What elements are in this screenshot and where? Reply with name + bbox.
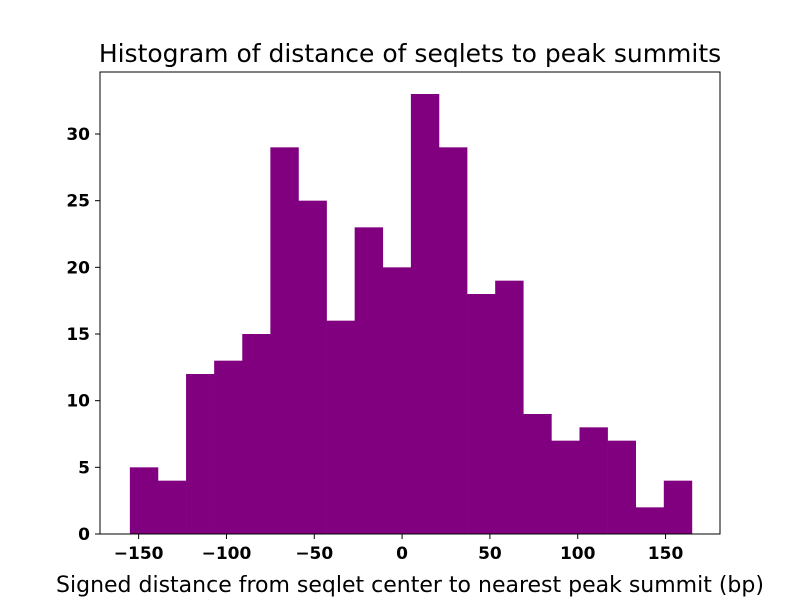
histogram-bar <box>663 480 693 534</box>
x-tick-label: 150 <box>648 544 684 564</box>
histogram-bar <box>326 320 355 534</box>
histogram-bar <box>382 267 412 534</box>
y-tick-label: 30 <box>66 125 90 145</box>
histogram-bar <box>214 360 243 534</box>
histogram-bar <box>410 94 440 534</box>
histogram-bar <box>635 507 665 534</box>
histogram-bar <box>523 414 552 534</box>
histogram-bar <box>354 227 384 534</box>
histogram-bar <box>607 440 636 534</box>
y-axis: 0 5 10 15 20 25 30 <box>66 125 100 545</box>
y-tick-label: 0 <box>78 525 90 545</box>
y-tick-label: 10 <box>66 392 90 412</box>
plot-frame <box>99 71 721 535</box>
x-tick-label: 50 <box>478 544 502 564</box>
y-tick-label: 20 <box>66 258 90 278</box>
histogram-bar <box>579 427 608 534</box>
histogram-bar <box>438 147 468 534</box>
y-tick-label: 25 <box>66 192 90 212</box>
histogram-bar <box>270 147 299 534</box>
x-tick-label: −150 <box>114 544 164 564</box>
x-axis: −150 −100 −50 0 50 100 150 <box>114 534 684 564</box>
x-tick-label: −50 <box>295 544 333 564</box>
histogram-bar <box>186 374 215 534</box>
x-tick-label: 100 <box>560 544 596 564</box>
chart-title: Histogram of distance of seqlets to peak… <box>99 39 721 68</box>
x-axis-label: Signed distance from seqlet center to ne… <box>56 573 764 598</box>
histogram-bar <box>551 440 580 534</box>
histogram-bar <box>157 480 187 534</box>
bars-group <box>129 94 693 535</box>
histogram-bar <box>467 294 496 534</box>
histogram-bar <box>129 467 159 534</box>
histogram-bar <box>242 334 271 534</box>
histogram-bar <box>298 200 327 535</box>
histogram-bar <box>495 280 524 534</box>
x-tick-label: 0 <box>396 544 408 564</box>
x-tick-label: −100 <box>202 544 252 564</box>
y-tick-label: 15 <box>66 325 90 345</box>
y-tick-label: 5 <box>78 458 90 478</box>
